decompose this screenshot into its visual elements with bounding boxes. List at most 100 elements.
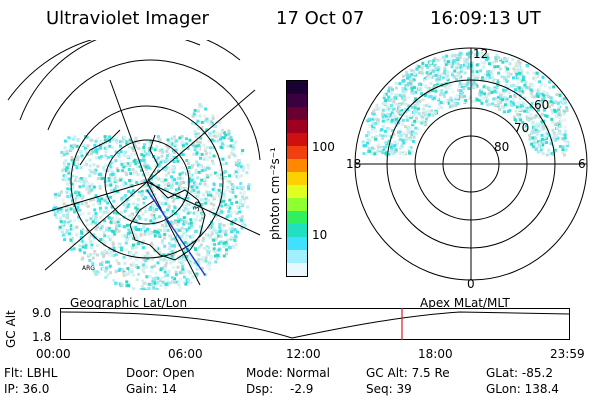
image-pixel (142, 281, 146, 285)
image-pixel (428, 111, 432, 115)
image-pixel (240, 218, 244, 222)
image-pixel (451, 104, 455, 108)
mlat-label-80: 80 (494, 140, 509, 154)
image-pixel (500, 75, 504, 79)
image-pixel (459, 51, 463, 55)
image-pixel (227, 211, 230, 215)
image-pixel (236, 164, 240, 168)
image-pixel (411, 121, 414, 125)
image-pixel (60, 154, 64, 158)
image-pixel (556, 105, 560, 109)
image-pixel (217, 234, 221, 238)
image-pixel (523, 83, 527, 87)
image-pixel (475, 70, 479, 74)
image-pixel (145, 196, 149, 200)
image-pixel (101, 237, 104, 241)
image-pixel (185, 159, 189, 162)
image-pixel (490, 90, 494, 94)
image-pixel (121, 169, 125, 173)
image-pixel (127, 189, 131, 193)
image-pixel (69, 144, 73, 148)
image-pixel (66, 213, 69, 217)
image-pixel (220, 202, 224, 206)
image-pixel (143, 143, 146, 147)
image-pixel (432, 69, 436, 73)
image-pixel (389, 104, 393, 108)
image-pixel (54, 195, 58, 199)
image-pixel (105, 137, 109, 141)
image-pixel (410, 80, 414, 83)
image-pixel (88, 236, 92, 240)
image-pixel (209, 146, 213, 150)
image-pixel (101, 267, 105, 271)
image-pixel (519, 104, 523, 108)
image-pixel (470, 100, 474, 104)
image-pixel (380, 128, 384, 132)
image-pixel (164, 263, 168, 267)
image-pixel (153, 264, 157, 268)
image-pixel (392, 100, 396, 104)
image-pixel (222, 143, 226, 147)
image-pixel (401, 89, 405, 93)
image-pixel (464, 62, 468, 66)
image-pixel (526, 71, 530, 75)
image-pixel (407, 125, 411, 129)
image-pixel (130, 152, 133, 156)
image-pixel (156, 156, 160, 160)
image-pixel (491, 61, 495, 65)
image-pixel (105, 228, 108, 232)
image-pixel (75, 162, 79, 166)
image-pixel (73, 158, 77, 162)
lat-circle-2 (70, 105, 224, 259)
image-pixel (409, 125, 413, 129)
image-pixel (485, 103, 489, 107)
image-pixel (525, 106, 529, 110)
image-pixel (84, 245, 88, 249)
image-pixel (405, 139, 409, 143)
image-pixel (176, 215, 180, 219)
image-pixel (168, 251, 172, 254)
image-pixel (134, 225, 138, 229)
image-pixel (185, 203, 189, 207)
image-pixel (127, 214, 131, 218)
image-pixel (488, 76, 492, 80)
image-pixel (194, 182, 198, 186)
image-pixel (436, 72, 440, 75)
image-pixel (178, 136, 182, 140)
image-pixel (79, 236, 83, 239)
image-pixel (80, 231, 84, 235)
image-pixel (161, 201, 165, 205)
image-pixel (92, 214, 95, 218)
image-pixel (402, 78, 406, 82)
image-pixel (502, 79, 506, 83)
image-pixel (180, 181, 183, 185)
image-pixel (141, 279, 145, 283)
image-pixel (112, 211, 116, 215)
image-pixel (126, 232, 130, 236)
image-pixel (165, 198, 169, 202)
image-pixel (104, 266, 108, 270)
image-pixel (126, 204, 130, 208)
image-pixel (92, 269, 96, 273)
timeline-y-tick-min: 1.8 (32, 330, 52, 344)
image-pixel (242, 166, 246, 170)
image-pixel (178, 285, 182, 289)
image-pixel (186, 147, 190, 150)
image-pixel (153, 219, 157, 223)
image-pixel (134, 245, 138, 249)
image-pixel (129, 178, 133, 182)
image-pixel (67, 223, 71, 227)
image-pixel (463, 66, 467, 70)
instrument-title: Ultraviolet Imager (46, 8, 209, 29)
image-pixel (495, 53, 499, 57)
image-pixel (182, 216, 186, 220)
image-pixel (463, 95, 466, 98)
image-pixel (114, 191, 118, 195)
image-pixel (179, 261, 183, 265)
image-pixel (78, 219, 82, 223)
image-pixel (496, 80, 500, 84)
image-pixel (85, 219, 89, 222)
image-pixel (172, 266, 176, 270)
image-pixel (542, 90, 546, 94)
image-pixel (231, 226, 234, 230)
